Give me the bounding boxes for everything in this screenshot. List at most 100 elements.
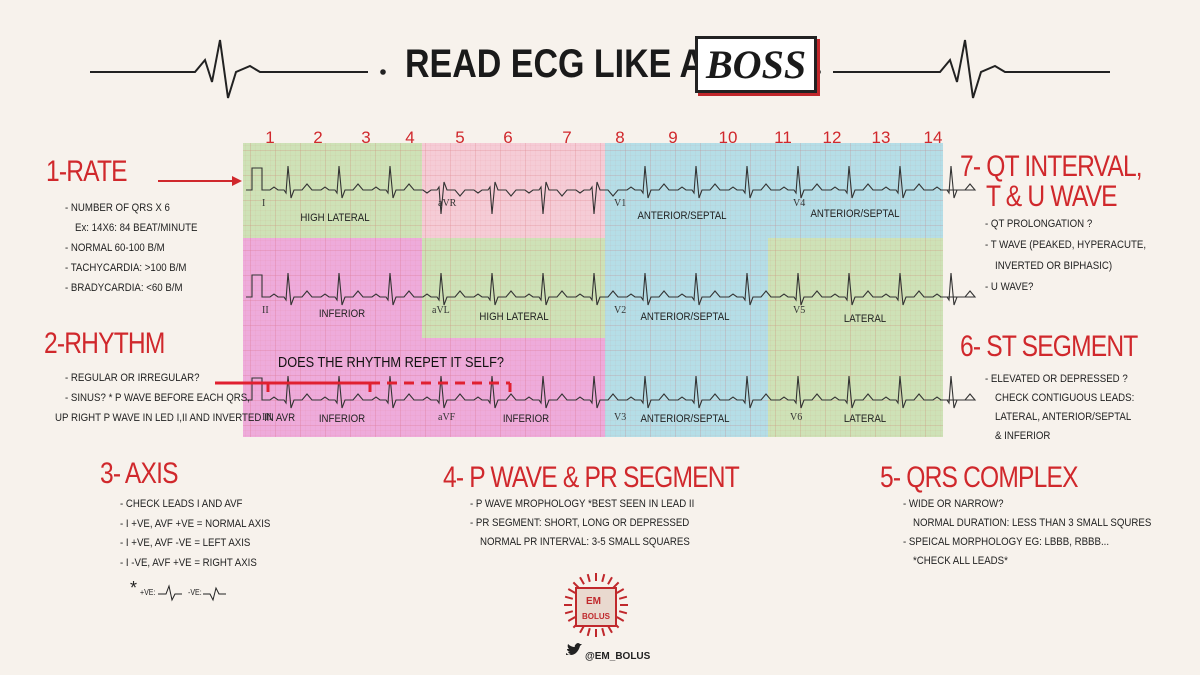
logo-text: BOLUS bbox=[582, 612, 610, 621]
section-item: - P WAVE MROPHOLOGY *BEST SEEN IN LEAD I… bbox=[470, 498, 695, 510]
section-item: - QT PROLONGATION ? bbox=[985, 218, 1093, 230]
logo-ray bbox=[579, 576, 585, 585]
section-item: INVERTED OR BIPHASIC) bbox=[995, 260, 1113, 272]
ecg-trace bbox=[246, 165, 977, 215]
beat-number: 3 bbox=[361, 128, 371, 147]
beat-number: 9 bbox=[668, 128, 678, 147]
section-heading: 2-RHYTHM bbox=[44, 327, 165, 360]
logo-ray bbox=[564, 595, 574, 600]
beat-number: 6 bbox=[503, 128, 513, 147]
region-label: INFERIOR bbox=[318, 413, 366, 425]
lead-label: II bbox=[262, 305, 269, 316]
lead-label: V1 bbox=[614, 198, 627, 209]
logo-ray bbox=[601, 573, 606, 583]
logo-text: EM bbox=[586, 596, 601, 607]
section-item: UP RIGHT P WAVE IN LED I,II AND INVERTED… bbox=[55, 412, 296, 424]
section-item: - T WAVE (PEAKED, HYPERACUTE, bbox=[985, 239, 1147, 251]
section-item: *CHECK ALL LEADS* bbox=[913, 555, 1008, 567]
region-label: ANTERIOR/SEPTAL bbox=[640, 311, 730, 323]
logo-ray bbox=[616, 588, 625, 594]
title: READ ECG LIKE A bbox=[405, 42, 705, 86]
section-item: - WIDE OR NARROW? bbox=[903, 498, 1004, 510]
lead-label: V5 bbox=[793, 305, 806, 316]
beat-number: 4 bbox=[405, 128, 415, 147]
region-label: INFERIOR bbox=[318, 308, 366, 320]
rhythm-question: DOES THE RHYTHM REPET IT SELF? bbox=[278, 354, 505, 371]
region-label: LATERAL bbox=[843, 413, 887, 425]
section-item: - SINUS? * P WAVE BEFORE EACH QRS, bbox=[65, 392, 250, 404]
axis-footnote: -VE: bbox=[188, 588, 202, 597]
beat-number: 8 bbox=[615, 128, 625, 147]
section-heading: 6- ST SEGMENT bbox=[960, 330, 1138, 363]
beat-number: 12 bbox=[822, 128, 842, 147]
beat-number: 5 bbox=[455, 128, 465, 147]
logo bbox=[564, 573, 628, 637]
section-heading: 4- P WAVE & PR SEGMENT bbox=[443, 461, 740, 494]
logo-ray bbox=[618, 595, 628, 600]
region-label: HIGH LATERAL bbox=[479, 311, 549, 323]
section-item: - PR SEGMENT: SHORT, LONG OR DEPRESSED bbox=[470, 517, 690, 529]
section-item: - REGULAR OR IRREGULAR? bbox=[65, 372, 200, 384]
logo-ray bbox=[586, 627, 591, 637]
lead-label: V4 bbox=[793, 198, 806, 209]
ecg-trace bbox=[246, 375, 977, 409]
section-item: - CHECK LEADS I AND AVF bbox=[120, 498, 243, 510]
lead-label: V6 bbox=[790, 412, 803, 423]
logo-ray bbox=[607, 576, 613, 585]
rate-arrow-head bbox=[232, 176, 242, 186]
beat-number: 13 bbox=[871, 128, 891, 147]
section-item: - TACHYCARDIA: >100 B/M bbox=[65, 262, 187, 274]
section-item: - I -VE, AVF +VE = RIGHT AXIS bbox=[120, 556, 257, 569]
beat-number: 2 bbox=[313, 128, 323, 147]
section-item: - SPEICAL MORPHOLOGY EG: LBBB, RBBB... bbox=[903, 536, 1110, 548]
logo-ray bbox=[618, 610, 628, 615]
logo-ray bbox=[601, 627, 606, 637]
section-item: - U WAVE? bbox=[985, 281, 1034, 293]
section-heading: T & U WAVE bbox=[986, 180, 1118, 213]
title-emphasis: BOSS bbox=[695, 36, 818, 93]
lead-label: aVL bbox=[432, 305, 450, 316]
section-heading: 5- QRS COMPLEX bbox=[880, 461, 1078, 494]
lead-label: aVR bbox=[438, 198, 457, 209]
section-heading: 1-RATE bbox=[46, 155, 128, 188]
lead-label: V2 bbox=[614, 305, 627, 316]
header-decor bbox=[90, 39, 1110, 99]
axis-negative-icon bbox=[203, 586, 226, 602]
region-label: LATERAL bbox=[843, 313, 887, 325]
beat-number: 10 bbox=[718, 128, 738, 147]
region-label: ANTERIOR/SEPTAL bbox=[637, 210, 727, 222]
section-item: - ELEVATED OR DEPRESSED ? bbox=[985, 373, 1128, 385]
axis-footnote: * bbox=[130, 578, 138, 598]
section-item: NORMAL DURATION: LESS THAN 3 SMALL SQURE… bbox=[913, 517, 1152, 529]
lead-label: III bbox=[262, 412, 272, 423]
lead-label: I bbox=[262, 198, 266, 209]
region-label: ANTERIOR/SEPTAL bbox=[640, 413, 730, 425]
section-heading: 7- QT INTERVAL, bbox=[960, 150, 1143, 183]
axis-positive-icon bbox=[158, 584, 182, 602]
section-item: NORMAL PR INTERVAL: 3-5 SMALL SQUARES bbox=[480, 536, 690, 548]
logo-ray bbox=[564, 610, 574, 615]
axis-footnote: +VE: bbox=[140, 588, 156, 597]
ecg-trace bbox=[246, 272, 977, 306]
section-item: CHECK CONTIGUOUS LEADS: bbox=[995, 392, 1135, 404]
lead-label: aVF bbox=[438, 412, 456, 423]
lead-label: V3 bbox=[614, 412, 627, 423]
logo-ray bbox=[616, 616, 625, 622]
section-item: - NORMAL 60-100 B/M bbox=[65, 242, 165, 254]
logo-ray bbox=[586, 573, 591, 583]
section-item: - I +VE, AVF -VE = LEFT AXIS bbox=[120, 537, 251, 549]
logo-badge bbox=[575, 587, 617, 627]
twitter-handle: @EM_BOLUS bbox=[585, 651, 651, 662]
section-item: & INFERIOR bbox=[995, 430, 1051, 442]
section-item: - BRADYCARDIA: <60 B/M bbox=[65, 282, 183, 294]
logo-ray bbox=[567, 616, 576, 622]
section-item: - I +VE, AVF +VE = NORMAL AXIS bbox=[120, 517, 271, 530]
beat-number: 1 bbox=[265, 128, 275, 147]
section-heading: 3- AXIS bbox=[100, 457, 178, 490]
section-item: LATERAL, ANTERIOR/SEPTAL bbox=[995, 411, 1132, 423]
region-label: ANTERIOR/SEPTAL bbox=[810, 208, 900, 220]
twitter-icon bbox=[566, 643, 582, 655]
section-item: Ex: 14X6: 84 BEAT/MINUTE bbox=[75, 222, 198, 234]
